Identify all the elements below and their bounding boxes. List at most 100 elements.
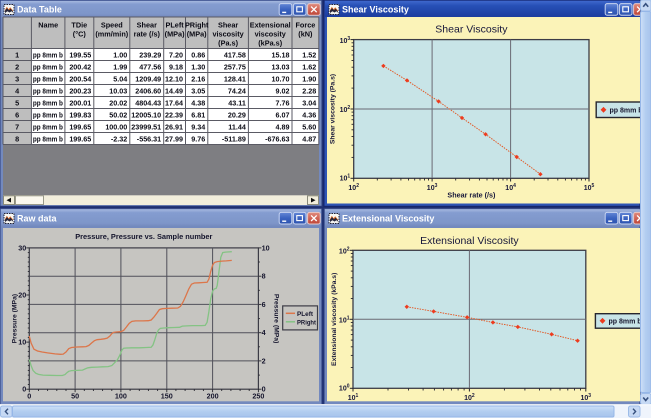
svg-text:0.86: 0.86 — [191, 51, 205, 60]
svg-text:74.24: 74.24 — [228, 87, 246, 96]
svg-text:PRight: PRight — [297, 319, 317, 326]
svg-text:4804.43: 4804.43 — [135, 99, 161, 108]
svg-text:viscosity: viscosity — [212, 30, 244, 39]
svg-text:Extensional Viscosity: Extensional Viscosity — [420, 235, 519, 247]
svg-text:Raw data: Raw data — [17, 214, 58, 224]
svg-text:200.42: 200.42 — [69, 63, 91, 72]
svg-text:(°C): (°C) — [73, 30, 87, 39]
svg-text:Speed: Speed — [101, 21, 123, 30]
svg-text:14.49: 14.49 — [165, 87, 183, 96]
svg-text:13.03: 13.03 — [272, 63, 290, 72]
svg-text:1.99: 1.99 — [113, 63, 127, 72]
svg-text:1.90: 1.90 — [302, 75, 316, 84]
svg-text:2.28: 2.28 — [302, 87, 316, 96]
svg-text:Data Table: Data Table — [17, 5, 62, 15]
svg-text:26.91: 26.91 — [165, 123, 183, 132]
svg-text:Shear: Shear — [218, 21, 238, 30]
svg-text:1.52: 1.52 — [302, 51, 316, 60]
svg-text:2.16: 2.16 — [191, 75, 205, 84]
svg-text:10: 10 — [18, 338, 26, 347]
svg-text:20: 20 — [18, 291, 26, 300]
svg-text:Pressure (MPa): Pressure (MPa) — [273, 294, 280, 344]
svg-text:477.56: 477.56 — [139, 63, 161, 72]
svg-text:50: 50 — [71, 392, 79, 401]
svg-text:102: 102 — [464, 393, 475, 402]
svg-text:pp 8mm b: pp 8mm b — [609, 318, 642, 325]
svg-text:12.10: 12.10 — [165, 75, 183, 84]
svg-text:103: 103 — [340, 36, 351, 45]
svg-text:viscosity: viscosity — [255, 30, 287, 39]
svg-text:104: 104 — [505, 183, 516, 192]
svg-text:200.23: 200.23 — [69, 87, 91, 96]
svg-text:0: 0 — [22, 385, 26, 394]
svg-text:Extensional Viscosity: Extensional Viscosity — [342, 214, 434, 224]
svg-text:-676.63: -676.63 — [265, 135, 289, 144]
svg-text:101: 101 — [339, 315, 350, 324]
svg-text:103: 103 — [427, 183, 438, 192]
svg-text:250: 250 — [252, 392, 264, 401]
svg-text:10.03: 10.03 — [109, 87, 127, 96]
svg-text:Shear Viscosity: Shear Viscosity — [342, 5, 409, 15]
svg-text:102: 102 — [339, 246, 350, 255]
svg-text:(Pa.s): (Pa.s) — [218, 39, 238, 48]
svg-text:pp 8mm b: pp 8mm b — [33, 75, 64, 84]
svg-text:1209.49: 1209.49 — [135, 75, 161, 84]
svg-text:17.64: 17.64 — [165, 99, 183, 108]
svg-text:rate (/s): rate (/s) — [134, 30, 161, 39]
svg-text:PLeft: PLeft — [165, 21, 184, 30]
svg-text:3.05: 3.05 — [191, 87, 205, 96]
svg-text:10: 10 — [262, 243, 270, 252]
svg-text:200.01: 200.01 — [69, 99, 91, 108]
svg-text:Name: Name — [38, 21, 58, 30]
svg-text:200.54: 200.54 — [69, 75, 91, 84]
svg-text:6.07: 6.07 — [276, 111, 290, 120]
svg-text:4.38: 4.38 — [191, 99, 205, 108]
svg-text:100: 100 — [115, 392, 127, 401]
svg-text:(kN): (kN) — [298, 30, 313, 39]
svg-text:4.87: 4.87 — [302, 135, 316, 144]
svg-text:9.02: 9.02 — [276, 87, 290, 96]
svg-text:Shear: Shear — [137, 21, 157, 30]
svg-text:101: 101 — [348, 393, 359, 402]
svg-text:(kPa.s): (kPa.s) — [258, 39, 282, 48]
svg-text:50.02: 50.02 — [109, 111, 127, 120]
svg-text:6: 6 — [15, 111, 19, 120]
svg-text:1: 1 — [15, 51, 19, 60]
svg-text:5: 5 — [15, 99, 19, 108]
svg-text:4: 4 — [15, 87, 20, 96]
svg-text:9.34: 9.34 — [191, 123, 205, 132]
svg-text:Shear Viscosity: Shear Viscosity — [435, 24, 508, 36]
svg-text:12005.10: 12005.10 — [131, 111, 161, 120]
svg-text:0: 0 — [27, 392, 31, 401]
svg-text:101: 101 — [340, 173, 351, 182]
svg-text:(mm/min): (mm/min) — [95, 30, 128, 39]
svg-text:15.18: 15.18 — [272, 51, 290, 60]
svg-text:5.04: 5.04 — [113, 75, 127, 84]
svg-text:pp 8mm b: pp 8mm b — [33, 111, 64, 120]
svg-text:Shear viscosity (Pa.s): Shear viscosity (Pa.s) — [330, 74, 337, 144]
svg-text:Pressure (MPa): Pressure (MPa) — [12, 294, 19, 344]
svg-text:1.30: 1.30 — [191, 63, 205, 72]
svg-text:200: 200 — [207, 392, 219, 401]
svg-text:Shear rate (/s): Shear rate (/s) — [447, 191, 496, 200]
svg-text:3: 3 — [15, 75, 19, 84]
svg-text:20.29: 20.29 — [228, 111, 246, 120]
svg-text:105: 105 — [584, 183, 595, 192]
svg-text:9.76: 9.76 — [191, 135, 205, 144]
svg-text:Force: Force — [295, 21, 315, 30]
svg-text:-556.31: -556.31 — [137, 135, 161, 144]
svg-text:8: 8 — [262, 272, 266, 281]
svg-text:239.29: 239.29 — [139, 51, 161, 60]
svg-text:100.00: 100.00 — [105, 123, 127, 132]
svg-text:4: 4 — [262, 328, 266, 337]
svg-text:7.76: 7.76 — [276, 99, 290, 108]
svg-text:7.20: 7.20 — [169, 51, 183, 60]
svg-text:7: 7 — [15, 123, 19, 132]
svg-text:257.75: 257.75 — [224, 63, 246, 72]
svg-text:102: 102 — [348, 183, 359, 192]
svg-text:199.65: 199.65 — [69, 123, 91, 132]
svg-text:2406.60: 2406.60 — [135, 87, 161, 96]
svg-text:199.55: 199.55 — [69, 51, 91, 60]
svg-text:22.39: 22.39 — [165, 111, 183, 120]
svg-text:pp 8mm b: pp 8mm b — [33, 87, 64, 96]
